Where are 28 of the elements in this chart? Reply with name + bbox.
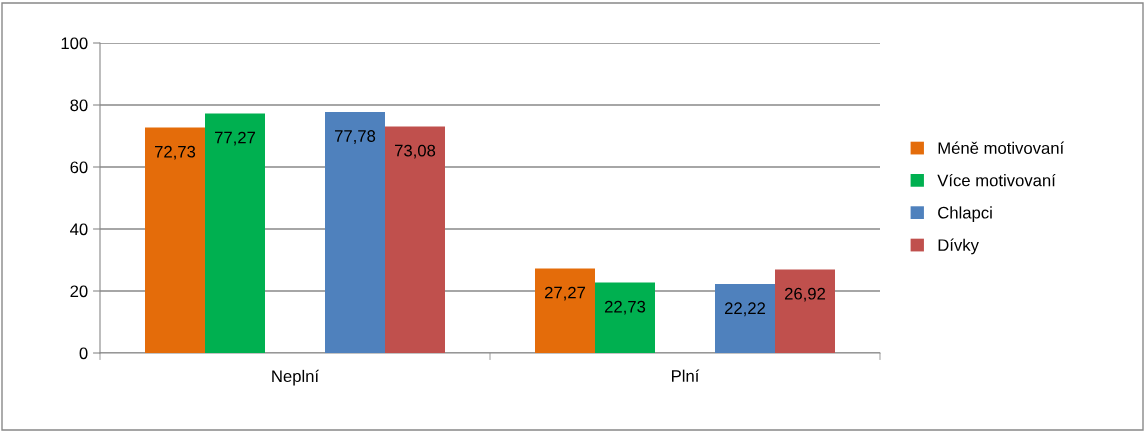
y-tick-label: 40 <box>70 223 88 236</box>
y-tick-label: 100 <box>61 37 88 50</box>
y-tick-label: 80 <box>70 99 88 112</box>
data-label: 77,78 <box>335 130 376 144</box>
legend-label: Více motivovaní <box>937 173 1056 187</box>
bar <box>325 111 385 353</box>
bar <box>385 126 445 353</box>
legend-label: Chlapci <box>938 206 992 222</box>
legend-label: Méně motivovaní <box>938 141 1065 155</box>
data-label: 22,73 <box>604 300 646 315</box>
bar <box>775 269 835 353</box>
data-label: 22,22 <box>724 302 766 317</box>
legend-label: Dívky <box>938 238 979 255</box>
data-label: 26,92 <box>784 287 826 302</box>
x-tick-label: Plní <box>672 369 700 382</box>
bar <box>205 113 265 353</box>
y-tick-label: 20 <box>70 285 88 298</box>
bar <box>595 282 655 353</box>
data-label: 77,27 <box>215 131 256 146</box>
bar <box>535 268 595 353</box>
y-tick-label: 60 <box>70 161 88 174</box>
bar <box>715 284 775 353</box>
data-label: 27,27 <box>544 286 586 301</box>
data-label: 73,08 <box>395 144 436 159</box>
data-label: 72,73 <box>155 145 196 160</box>
bar <box>145 127 205 353</box>
x-tick-label: Neplní <box>272 369 320 386</box>
y-tick-label: 0 <box>79 347 88 360</box>
